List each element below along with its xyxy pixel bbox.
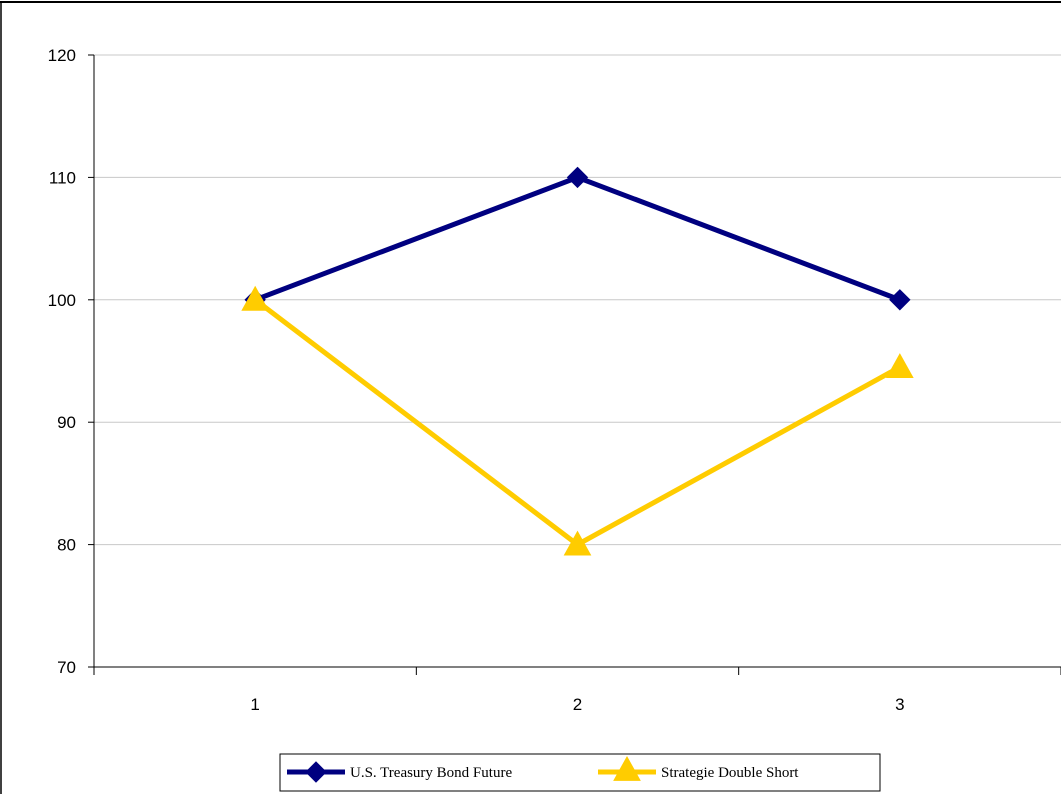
y-tick-label: 80 xyxy=(57,536,76,555)
x-tick-label: 3 xyxy=(895,695,904,714)
legend-label: U.S. Treasury Bond Future xyxy=(350,765,512,781)
legend-diamond-marker xyxy=(305,761,327,783)
diamond-marker xyxy=(566,166,589,189)
diamond-marker xyxy=(889,289,911,311)
triangle-marker xyxy=(885,353,914,379)
legend: U.S. Treasury Bond Future Strategie Doubl… xyxy=(279,753,881,792)
y-tick-label: 120 xyxy=(48,46,76,65)
legend-label: Strategie Double Short xyxy=(661,765,799,781)
y-tick-label: 100 xyxy=(48,291,76,310)
series-line xyxy=(254,174,901,303)
legend-triangle-marker xyxy=(613,755,641,781)
y-tick-label: 70 xyxy=(57,658,76,677)
series-treasury-bond-future xyxy=(244,166,911,311)
x-tick-labels: 1 2 3 xyxy=(250,695,904,714)
gridlines xyxy=(94,54,1061,546)
series xyxy=(241,166,914,556)
triangle-marker xyxy=(563,530,592,556)
triangle-marker xyxy=(241,285,270,311)
y-tick-label: 110 xyxy=(49,168,76,187)
x-tick-label: 1 xyxy=(250,695,259,714)
x-tick-label: 2 xyxy=(573,695,582,714)
y-tick-labels: 70 80 90 100 110 120 xyxy=(48,46,76,677)
series-double-short xyxy=(241,285,914,556)
y-tick-label: 90 xyxy=(57,413,76,432)
axes xyxy=(88,54,1061,675)
legend-box xyxy=(279,753,881,792)
